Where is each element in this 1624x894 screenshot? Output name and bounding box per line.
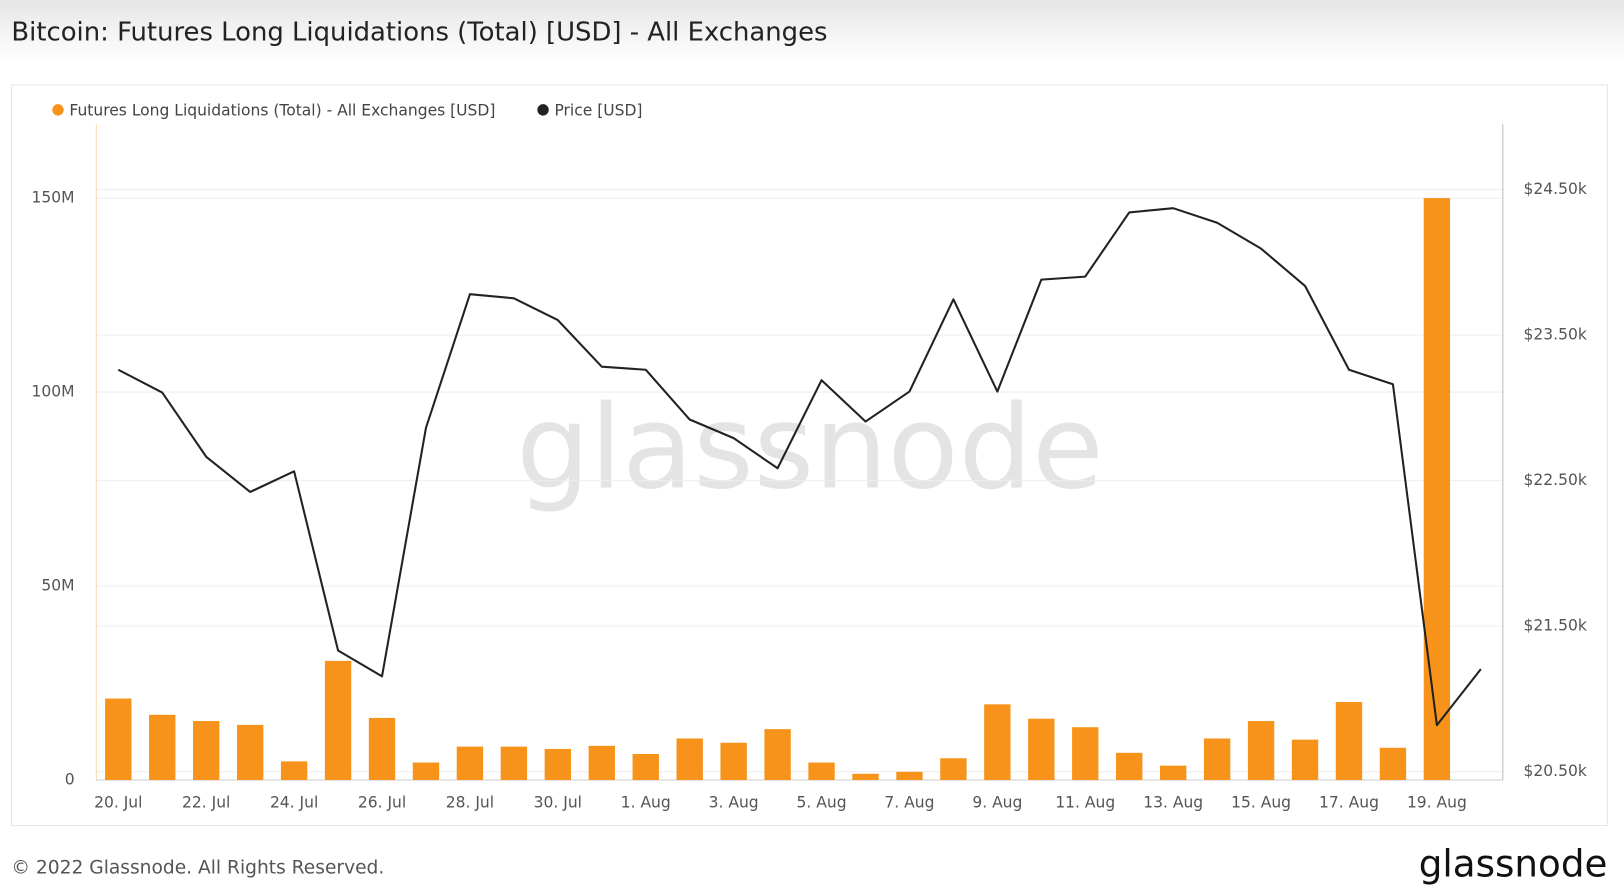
bar: [984, 704, 1011, 780]
bar: [1423, 198, 1451, 780]
bar: [1203, 738, 1231, 780]
x-tick-label: 3. Aug: [709, 793, 759, 811]
bar: [764, 729, 791, 780]
bar: [324, 660, 352, 780]
bar: [632, 753, 659, 780]
y2-tick-label: $22.50k: [1524, 471, 1587, 489]
y2-tick-label: $23.50k: [1524, 326, 1587, 344]
header-bg: [0, 0, 1624, 63]
y-tick-label: 0: [65, 770, 75, 788]
legend-label: Futures Long Liquidations (Total) - All …: [69, 101, 495, 119]
x-tick-label: 7. Aug: [884, 793, 934, 811]
bar: [105, 698, 132, 780]
x-tick-label: 20. Jul: [94, 793, 142, 811]
bar: [500, 746, 528, 780]
bar: [1291, 739, 1319, 780]
x-tick-label: 5. Aug: [797, 793, 847, 811]
x-tick-label: 13. Aug: [1143, 793, 1203, 811]
x-tick-label: 22. Jul: [182, 793, 230, 811]
x-tick-label: 24. Jul: [270, 793, 318, 811]
bar: [1247, 721, 1275, 780]
x-tick-label: 19. Aug: [1407, 793, 1467, 811]
y-tick-label: 150M: [32, 189, 75, 207]
legend-marker: [537, 104, 549, 116]
bar: [456, 746, 484, 780]
footer: © 2022 Glassnode. All Rights Reserved.: [11, 858, 384, 879]
bar: [808, 762, 835, 780]
bar: [193, 721, 220, 780]
bar: [280, 761, 308, 780]
x-tick-label: 26. Jul: [358, 793, 406, 811]
watermark: glassnode: [516, 381, 1103, 516]
bar: [236, 724, 264, 780]
legend-marker: [52, 104, 64, 116]
bar: [852, 773, 879, 780]
x-tick-label: 9. Aug: [972, 793, 1022, 811]
x-tick-label: 17. Aug: [1319, 793, 1379, 811]
bar: [1072, 727, 1099, 780]
bar: [720, 742, 747, 780]
bar: [1028, 718, 1055, 780]
legend-label: Price [USD]: [554, 101, 642, 119]
y-tick-label: 50M: [41, 577, 74, 595]
price-line: [117, 207, 1482, 727]
bar: [1159, 765, 1187, 780]
x-tick-label: 15. Aug: [1231, 793, 1291, 811]
bar: [368, 717, 396, 780]
y2-tick-label: $20.50k: [1524, 762, 1587, 780]
x-tick-label: 11. Aug: [1055, 793, 1115, 811]
y2-tick-label: $21.50k: [1524, 617, 1587, 635]
bar: [896, 771, 923, 780]
bar: [940, 758, 967, 780]
x-tick-label: 1. Aug: [621, 793, 671, 811]
y-tick-label: 100M: [32, 383, 75, 401]
bar: [1335, 702, 1363, 780]
bar: [1116, 752, 1143, 780]
chart-title: Bitcoin: Futures Long Liquidations (Tota…: [11, 18, 827, 48]
bar: [588, 745, 615, 780]
bar: [412, 762, 440, 780]
x-tick-label: 28. Jul: [446, 793, 494, 811]
bar: [149, 714, 176, 780]
y2-tick-label: $24.50k: [1524, 180, 1587, 198]
bar: [676, 738, 703, 780]
x-tick-label: 30. Jul: [534, 793, 582, 811]
bar: [1379, 747, 1407, 780]
bar: [544, 748, 572, 780]
logo: glassnode: [1419, 841, 1608, 885]
